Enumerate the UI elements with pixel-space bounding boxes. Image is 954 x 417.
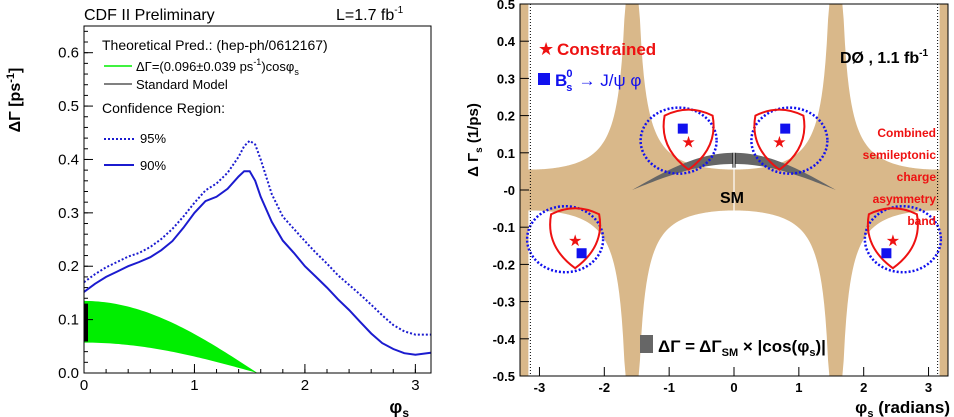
left-xlabel: φs [389, 397, 409, 417]
left-xtick-label: 3 [411, 377, 419, 394]
annotation-line-2: semileptonic [863, 148, 937, 162]
left-ytick-label: 0.0 [58, 365, 79, 382]
legend-prediction-title: Theoretical Pred.: (hep-ph/0612167) [102, 37, 328, 53]
left-title: CDF II Preliminary [84, 7, 215, 24]
left-ytick-label: 0.5 [58, 98, 79, 115]
formula-text: ΔΓ = ΔΓSM × |cos(φs)| [658, 337, 826, 359]
annotation-line-4: asymmetry [873, 192, 937, 206]
white-region [732, 210, 836, 376]
legend-cl90-label: 90% [140, 158, 166, 173]
left-luminosity: L=1.7 fb-1 [336, 5, 404, 24]
right-ytick-label: -0.4 [493, 332, 516, 347]
legend-sm-label: Standard Model [136, 77, 228, 92]
right-ytick-label: -0.3 [493, 295, 515, 310]
right-ytick-label: 0.5 [497, 0, 515, 12]
left-band-layer [84, 300, 258, 373]
annotation-line-5: band [907, 214, 936, 228]
constrained-point: ★ [681, 135, 695, 152]
right-xtick-label: -2 [599, 380, 611, 395]
right-ytick-label: 0.4 [497, 34, 516, 49]
contour-90 [753, 108, 806, 171]
right-xtick-label: -3 [534, 380, 546, 395]
annotation-line-1: Combined [877, 126, 936, 140]
right-ytick-label: 0.1 [497, 146, 515, 161]
contour-90 [549, 207, 602, 270]
bs-point [576, 248, 587, 259]
contour-90 [866, 207, 919, 270]
left-panel: 0.0 0.1 0.2 0.3 0.4 0.5 0.6 0 1 2 3 CDF II Prelimi… [5, 5, 432, 417]
contour-95 [750, 106, 829, 175]
white-region [632, 4, 736, 170]
annotation-line-3: charge [897, 170, 937, 184]
legend-constrained-label: Constrained [557, 40, 656, 59]
constrained-point: ★ [568, 233, 582, 250]
legend-square-icon [538, 73, 550, 85]
legend-cl95-label: 95% [140, 131, 166, 146]
left-ylabel: ΔΓ [ps-1] [5, 68, 24, 133]
white-region [835, 210, 940, 376]
left-legend: Theoretical Pred.: (hep-ph/0612167) ΔΓ=(… [102, 37, 328, 173]
left-ytick-label: 0.3 [58, 205, 79, 222]
series-cl90 [83, 170, 431, 356]
left-plot-frame [83, 25, 432, 374]
contour-95 [525, 204, 605, 274]
formula-swatch [640, 335, 653, 353]
right-formula: ΔΓ = ΔΓSM × |cos(φs)| [640, 335, 826, 359]
contour-95 [639, 106, 718, 175]
right-points-layer: ★ ★ ★ ★ [568, 123, 900, 259]
right-ylabel: Δ Γs (1/ps) [465, 103, 485, 177]
contour-95 [863, 204, 943, 274]
bs-point [677, 123, 688, 134]
constrained-point: ★ [772, 135, 786, 152]
white-region [632, 210, 736, 376]
left-xtick-label: 0 [80, 377, 88, 394]
left-xtick-label: 1 [190, 377, 198, 394]
white-region [835, 4, 940, 170]
right-panel: ★ ★ ★ ★ -0.5 -0.4 -0.3 -0.2 -0.1 -0 0.1 0.2 0.3 0.4 0… [465, 0, 950, 417]
right-xtick-label: -1 [663, 380, 675, 395]
bs-point [881, 248, 892, 259]
constrained-point: ★ [886, 233, 900, 250]
right-annotation: Combined semileptonic charge asymmetry b… [863, 126, 937, 228]
right-ytick-label: -0.2 [493, 257, 515, 272]
white-region [732, 4, 836, 170]
legend-cr-title: Confidence Region: [102, 100, 225, 116]
legend-star-icon: ★ [538, 39, 554, 59]
left-axes-layer: 0.0 0.1 0.2 0.3 0.4 0.5 0.6 0 1 2 3 [58, 25, 432, 394]
right-xtick-label: 3 [925, 380, 932, 395]
left-lines-layer [83, 139, 431, 356]
prediction-band [84, 300, 258, 373]
right-ytick-label: 0.2 [497, 109, 515, 124]
right-ytick-label: -0 [503, 183, 515, 198]
left-ytick-label: 0.2 [58, 258, 79, 275]
series-cl95 [83, 139, 431, 336]
left-xtick-label: 2 [301, 377, 309, 394]
right-band-layer [632, 4, 836, 376]
right-xtick-label: 0 [730, 380, 737, 395]
right-ytick-label: -0.1 [493, 220, 515, 235]
white-region [528, 4, 633, 170]
right-ytick-label: -0.5 [493, 369, 515, 384]
legend-bs-label: Bs0 → J/ψ φ [555, 68, 641, 94]
right-xtick-label: 1 [795, 380, 802, 395]
bs-point [780, 123, 791, 134]
white-region [528, 210, 633, 376]
contour-90 [662, 108, 715, 171]
right-ytick-label: 0.3 [497, 71, 515, 86]
left-ytick-label: 0.4 [58, 151, 79, 168]
left-ytick-label: 0.6 [58, 45, 79, 62]
right-xtick-label: 2 [860, 380, 867, 395]
right-axes-layer: -0.5 -0.4 -0.3 -0.2 -0.1 -0 0.1 0.2 0.3 0.4 0.5 -3 -… [493, 0, 949, 395]
left-ytick-label: 0.1 [58, 312, 79, 329]
right-experiment-label: DØ , 1.1 fb-1 [840, 48, 928, 67]
legend-band-label: ΔΓ=(0.096±0.039 ps-1)cosφs [136, 57, 299, 77]
right-contours-layer [525, 106, 943, 274]
sm-label: SM [720, 190, 744, 207]
right-xlabel: φs (radians) [855, 398, 950, 417]
right-legend: ★ Constrained Bs0 → J/ψ φ [538, 39, 656, 94]
